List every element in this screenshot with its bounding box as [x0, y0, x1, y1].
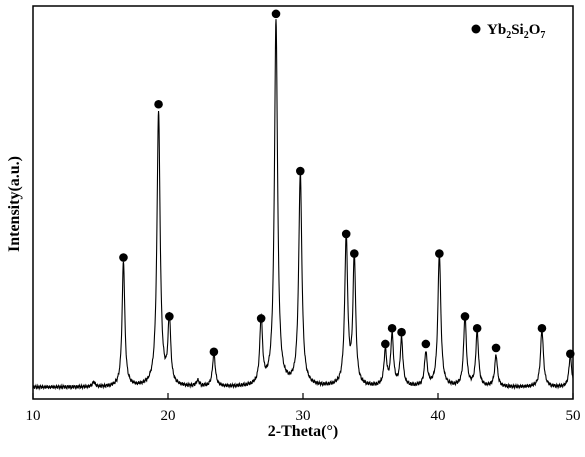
x-tick-label: 50	[566, 408, 581, 424]
peak-marker	[350, 249, 359, 258]
x-axis-title: 2-Theta(°)	[268, 423, 338, 440]
peak-marker	[119, 253, 128, 262]
peak-marker	[387, 323, 397, 333]
x-tick-label: 40	[431, 408, 446, 424]
peak-marker	[435, 249, 444, 258]
peak-marker	[397, 327, 406, 337]
peak-marker	[296, 166, 305, 176]
peak-markers	[119, 9, 575, 359]
x-tick-label: 20	[161, 408, 176, 424]
peak-marker	[566, 349, 575, 359]
peak-marker	[472, 323, 482, 333]
peak-marker	[154, 99, 163, 109]
x-ticks	[32, 393, 574, 399]
x-tick-label: 30	[296, 408, 311, 424]
peak-marker	[341, 229, 351, 239]
peak-marker	[271, 9, 281, 19]
legend-marker	[471, 24, 481, 34]
peak-marker	[460, 312, 470, 321]
legend: Yb2Si2O7	[471, 22, 545, 41]
peak-marker	[491, 343, 501, 353]
peak-marker	[381, 339, 390, 349]
diffraction-line	[32, 19, 574, 391]
plot-frame	[32, 5, 574, 400]
peak-marker	[421, 339, 431, 349]
peak-marker	[165, 312, 174, 321]
peak-marker	[537, 323, 547, 333]
x-tick-label: 10	[26, 408, 41, 424]
legend-label: Yb2Si2O7	[487, 22, 545, 41]
peak-marker	[209, 347, 219, 357]
y-axis-title: Intensity(a.u.)	[6, 156, 23, 252]
x-tick-labels: 10 20 30 40 50	[26, 408, 581, 424]
peak-marker	[256, 314, 266, 323]
